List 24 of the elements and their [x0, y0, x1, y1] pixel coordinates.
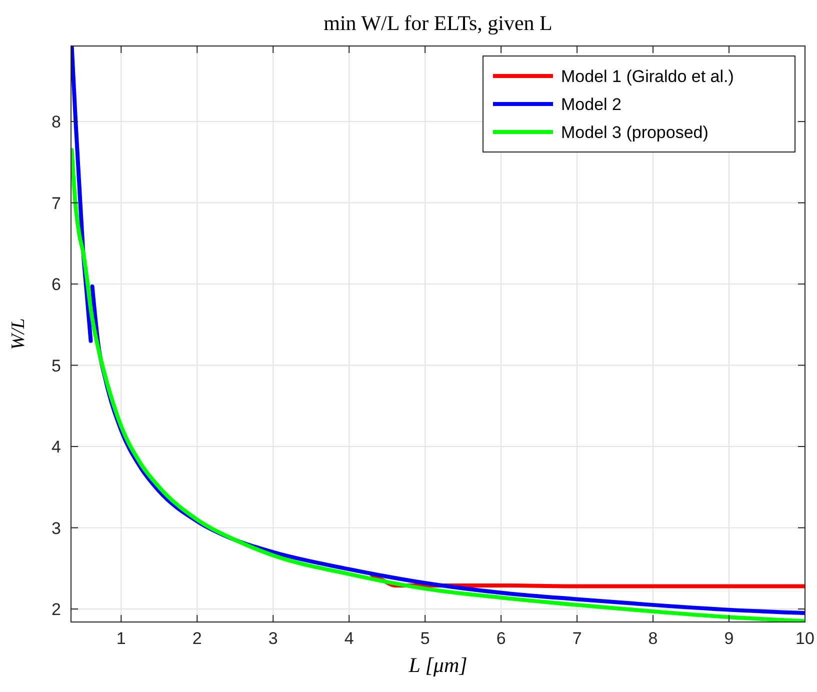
y-tick-label: 3: [52, 518, 61, 538]
legend-label: Model 1 (Giraldo et al.): [561, 67, 734, 86]
x-tick-label: 1: [116, 629, 126, 648]
x-tick-label: 7: [572, 629, 582, 648]
x-axis-title: L [μm]: [408, 653, 468, 677]
x-tick-label: 5: [420, 629, 430, 648]
x-tick-label: 2: [192, 629, 202, 648]
y-tick-label: 8: [52, 112, 61, 132]
y-tick-label: 4: [52, 438, 61, 457]
y-tick-label: 6: [52, 275, 61, 294]
legend-label: Model 2: [561, 95, 622, 114]
x-tick-label: 6: [496, 629, 506, 648]
line-series: [71, 148, 805, 622]
x-tick-label: 3: [268, 629, 278, 648]
y-tick-label: 7: [52, 194, 61, 213]
x-tick-label: 8: [648, 629, 658, 648]
y-axis-title: W/L: [8, 318, 29, 350]
y-tick-label: 5: [52, 356, 61, 376]
y-tick-label: 2: [52, 600, 61, 619]
legend-label: Model 3 (proposed): [561, 123, 708, 142]
x-tick-label: 4: [344, 629, 354, 648]
x-tick-label: 10: [796, 629, 814, 648]
x-tick-label: 9: [724, 629, 734, 648]
chart-title: min W/L for ELTs, given L: [324, 11, 552, 35]
